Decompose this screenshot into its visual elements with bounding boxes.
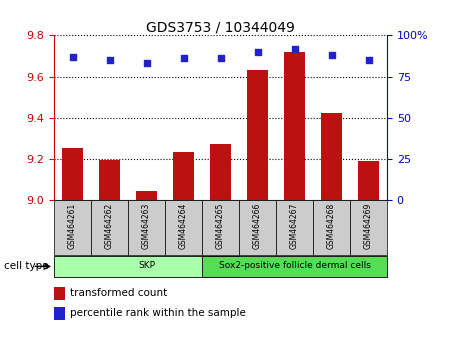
Text: GSM464261: GSM464261: [68, 203, 77, 249]
Bar: [210, 144, 231, 200]
Bar: [165, 200, 202, 255]
Text: GSM464268: GSM464268: [327, 203, 336, 249]
Bar: [91, 200, 128, 255]
Bar: [350, 200, 387, 255]
Bar: [313, 200, 350, 255]
Bar: [239, 200, 276, 255]
Text: percentile rank within the sample: percentile rank within the sample: [70, 308, 246, 318]
Text: GSM464263: GSM464263: [142, 203, 151, 249]
Point: [143, 61, 150, 66]
Point: [365, 57, 372, 63]
Bar: [54, 200, 91, 255]
Point: [69, 54, 76, 59]
Bar: [248, 70, 268, 200]
Text: transformed count: transformed count: [70, 289, 167, 298]
Bar: [128, 200, 165, 255]
Point: [254, 49, 261, 55]
Text: GSM464269: GSM464269: [364, 203, 373, 249]
Bar: [54, 256, 239, 277]
Point: [217, 56, 224, 61]
Point: [106, 57, 113, 63]
Point: [291, 46, 298, 51]
Text: cell type: cell type: [4, 261, 49, 272]
Title: GDS3753 / 10344049: GDS3753 / 10344049: [146, 20, 295, 34]
Bar: [276, 200, 313, 255]
Bar: [62, 148, 83, 200]
Bar: [136, 191, 157, 200]
Point: [180, 56, 187, 61]
Bar: [99, 160, 120, 200]
Bar: [358, 161, 379, 200]
Text: GSM464266: GSM464266: [253, 203, 262, 249]
Text: SKP: SKP: [138, 261, 155, 270]
Text: Sox2-positive follicle dermal cells: Sox2-positive follicle dermal cells: [219, 261, 370, 270]
Bar: [202, 200, 239, 255]
Bar: [284, 52, 305, 200]
Point: [328, 52, 335, 58]
Text: GSM464265: GSM464265: [216, 203, 225, 249]
Text: GSM464267: GSM464267: [290, 203, 299, 249]
Bar: [173, 152, 194, 200]
Bar: [202, 256, 387, 277]
Text: GSM464262: GSM464262: [105, 203, 114, 249]
Bar: [321, 113, 342, 200]
Text: GSM464264: GSM464264: [179, 203, 188, 249]
